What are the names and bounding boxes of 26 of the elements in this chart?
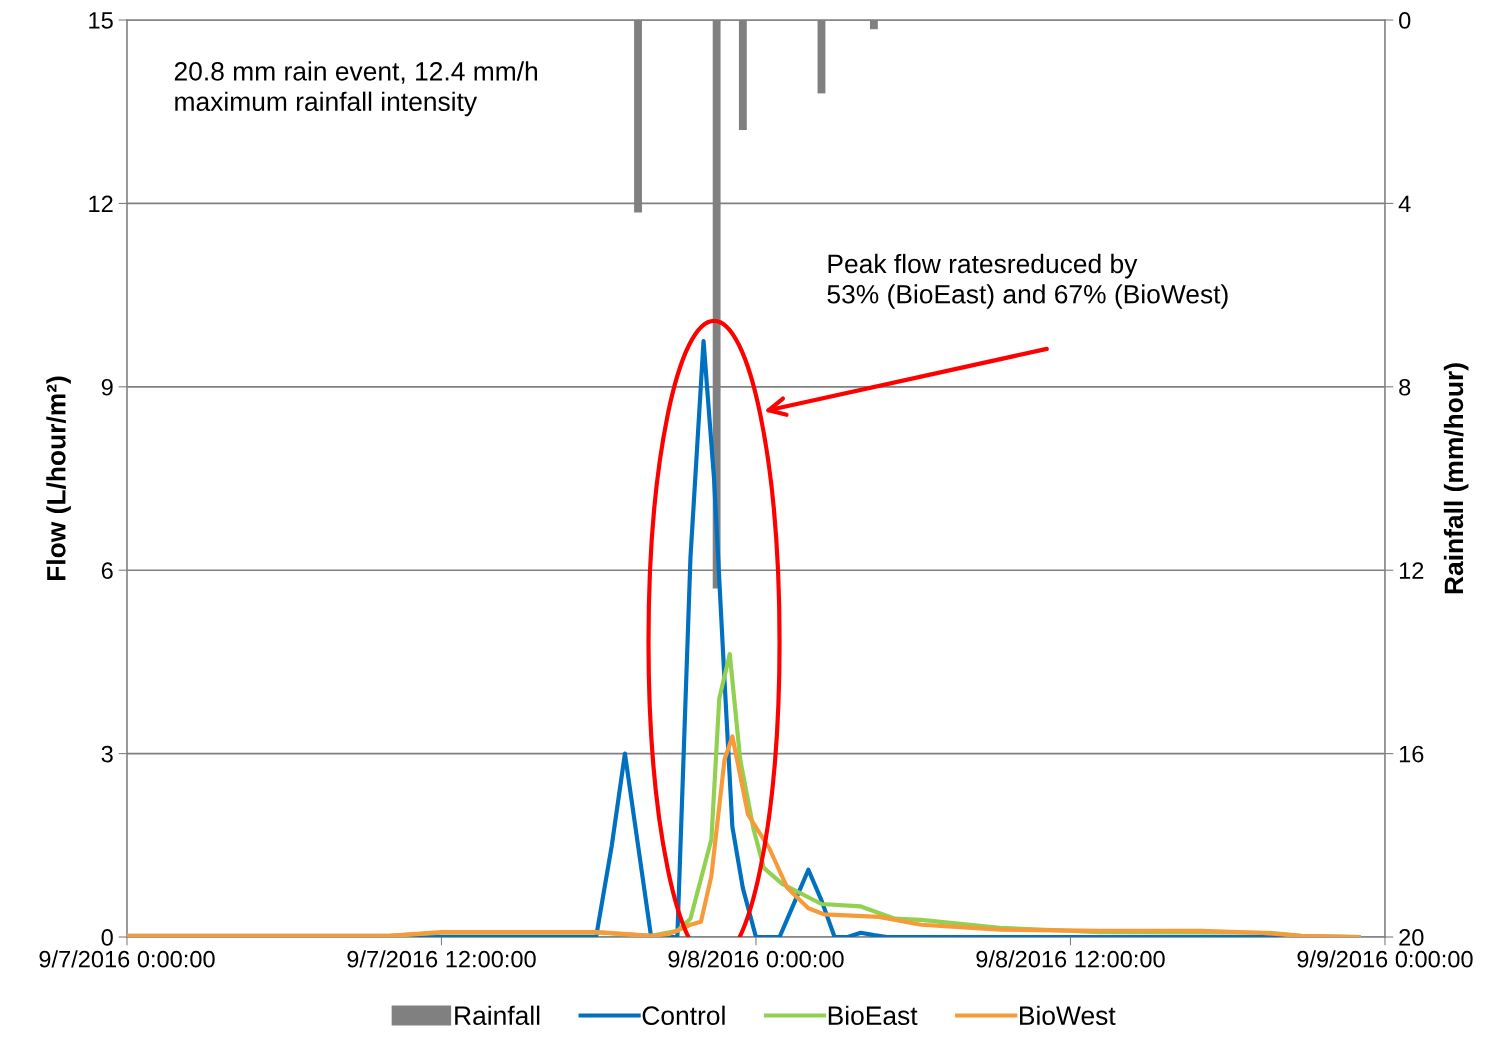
y2-tick-label: 16 [1399,745,1424,763]
legend-label: BioWest [1020,1005,1116,1026]
legend-label: Rainfall [455,1005,540,1026]
line-series [126,734,1361,938]
x-tick-label: 9/7/2016 12:00:00 [347,950,536,968]
y2-tick-label: 4 [1398,195,1411,212]
y-tick-label: 12 [89,195,113,212]
y-tick-label: 3 [101,745,113,763]
y2-tick-label: 8 [1399,378,1411,396]
y-tick-label: 15 [89,12,113,29]
y2-axis-title: Rainfall (mm/hour) [1443,363,1469,594]
x-tick-label: 9/7/2016 0:00:00 [39,950,215,968]
x-tick-label: 9/9/2016 0:00:00 [1297,950,1473,968]
y-tick-label: 0 [101,929,113,946]
x-tick-label: 9/8/2016 0:00:00 [668,950,844,968]
y-tick-label: 6 [101,562,113,579]
annotation: Peak flow ratesreduced by 53% (BioEast) and 67% (BioWest) [827,253,1228,309]
y-axis-title: Flow (L/hour/m²) [46,376,71,581]
y2-tick-label: 0 [1399,12,1411,29]
annotation: 20.8 mm rain event, 12.4 mm/h maximum rainfall intensity [174,61,538,117]
x-tick-label: 9/8/2016 12:00:00 [976,950,1165,968]
y-tick-label: 9 [101,378,113,396]
y2-tick-label: 12 [1399,562,1424,579]
legend-label: BioEast [828,1005,918,1026]
legend-label: Control [642,1005,725,1026]
y2-tick-label: 20 [1399,929,1424,946]
